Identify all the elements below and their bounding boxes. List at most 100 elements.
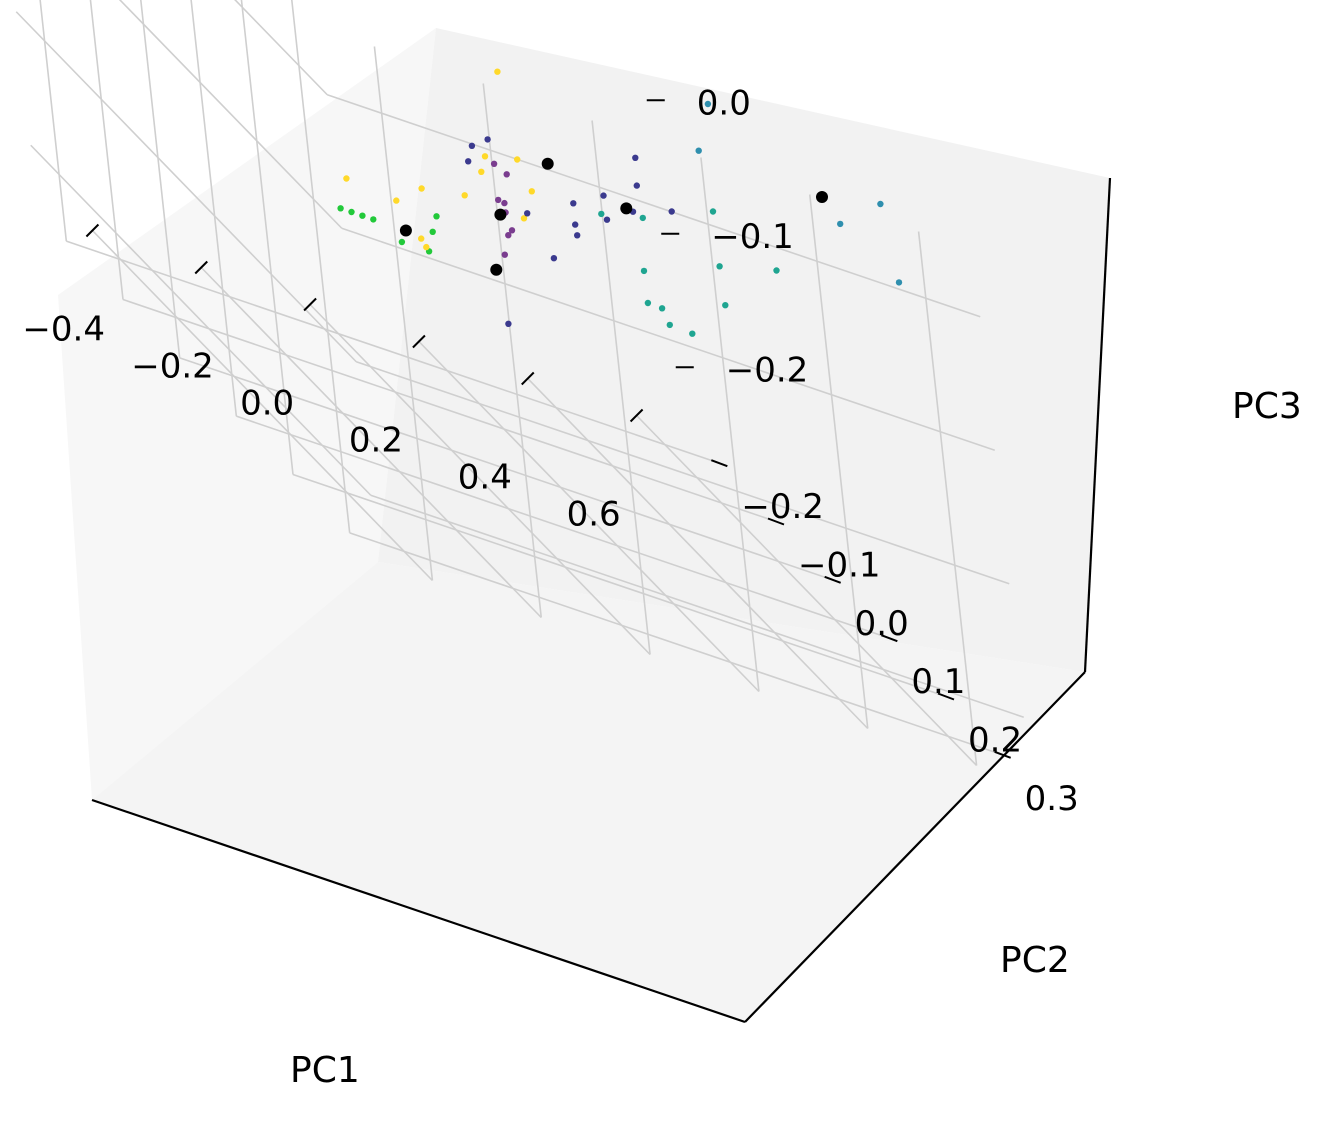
data-point [508, 227, 516, 234]
back-grid-line [808, 194, 869, 729]
pc2-axis-label: PC2 [1000, 940, 1070, 981]
pc2-tick-mark [937, 692, 955, 701]
data-point [501, 251, 508, 258]
data-point [370, 216, 377, 223]
left-grid-line [118, 0, 343, 229]
pc1-axis-label: PC1 [290, 1050, 360, 1091]
back-grid-line [355, 360, 1010, 585]
data-point [423, 243, 430, 251]
centroid-point [490, 263, 503, 276]
data-point [343, 175, 350, 182]
tick-labels: −0.4−0.20.00.20.40.6 −0.2−0.10.00.10.20.3… [22, 83, 1078, 819]
pane-back [378, 28, 1110, 672]
data-point [398, 238, 406, 246]
data-point [695, 147, 702, 154]
pc1-tick-mark [303, 297, 317, 312]
left-grid-line [15, 11, 357, 363]
data-point [574, 232, 581, 239]
data-point [716, 263, 723, 270]
data-point [644, 299, 652, 307]
axis-lines [91, 177, 1112, 1024]
floor-grid-line [179, 357, 833, 581]
data-point [503, 171, 510, 178]
back-grid-line [482, 83, 543, 618]
data-point [505, 320, 512, 327]
data-point [468, 142, 476, 149]
data-point [666, 321, 673, 329]
data-point [337, 205, 344, 212]
pc2-tick-label: 0.1 [911, 662, 965, 702]
floor-grid-line [527, 377, 869, 730]
data-point [490, 160, 498, 167]
data-point [550, 255, 558, 262]
pc1-tick-label: −0.4 [22, 310, 105, 350]
data-point [359, 212, 366, 219]
data-point [598, 210, 605, 218]
centroid-point [620, 202, 633, 215]
data-point [348, 208, 355, 216]
floor-grid-line [636, 414, 978, 767]
pc2-tick-mark [994, 750, 1012, 759]
data-point [600, 192, 607, 199]
data-point [837, 220, 844, 228]
left-grid-line [234, 0, 328, 96]
floor-grid-line [122, 298, 777, 523]
pc1-tick-mark [521, 371, 535, 386]
data-point [393, 197, 400, 204]
pc1-tick-mark [412, 334, 426, 349]
tick-marks [85, 99, 1012, 759]
data-point [429, 228, 436, 235]
data-point [484, 136, 491, 143]
floor-grid-line [349, 532, 1003, 756]
pane-left [58, 28, 436, 800]
pc1-tick-label: 0.0 [240, 384, 294, 424]
data-point [709, 208, 717, 215]
pc3-axis-label: PC3 [1232, 386, 1302, 427]
centroid-point [816, 191, 828, 203]
data-point [722, 302, 729, 309]
centroid-point [494, 208, 507, 221]
data-point [658, 305, 666, 312]
data-point [639, 214, 646, 222]
pc2-tick-label: −0.1 [798, 546, 881, 586]
data-point [773, 267, 780, 274]
left-grid-line [30, 144, 372, 496]
data-point [640, 267, 648, 275]
pc2-tick-mark [710, 459, 728, 468]
left-grid-line [139, 0, 181, 358]
data-point [877, 200, 884, 208]
floor-grid-line [292, 473, 947, 698]
data-point [514, 156, 521, 163]
data-point [478, 168, 485, 175]
floor-grid-line [236, 415, 890, 639]
back-grid-line [326, 93, 981, 318]
centroid-point [399, 224, 412, 237]
data-point [524, 210, 531, 217]
data-point [505, 232, 512, 239]
data-point [465, 158, 472, 165]
data-point [520, 215, 528, 222]
left-grid-line [290, 0, 351, 533]
left-grid-line [39, 0, 68, 242]
data-point [572, 221, 579, 228]
back-grid-line [341, 227, 996, 452]
back-grid-line [700, 157, 760, 692]
pc1-tick-label: 0.2 [349, 421, 403, 461]
data-points [337, 68, 903, 337]
pane-floor [92, 562, 1085, 1022]
data-point [570, 200, 577, 207]
pc2-tick-mark [767, 517, 785, 526]
pc2-tick-label: 0.2 [968, 721, 1022, 761]
floor-grid-line [309, 303, 651, 656]
left-grid-line [190, 0, 238, 417]
data-point [433, 213, 440, 220]
back-grid-line [370, 494, 1025, 719]
data-point [668, 208, 675, 215]
centroid-point [541, 157, 554, 170]
pc2-tick-mark [880, 634, 898, 643]
pc1-tick-label: 0.4 [458, 458, 512, 498]
floor-grid-line [66, 240, 720, 464]
pc1-tick-label: 0.6 [567, 495, 621, 535]
pc1-tick-mark [194, 260, 208, 275]
